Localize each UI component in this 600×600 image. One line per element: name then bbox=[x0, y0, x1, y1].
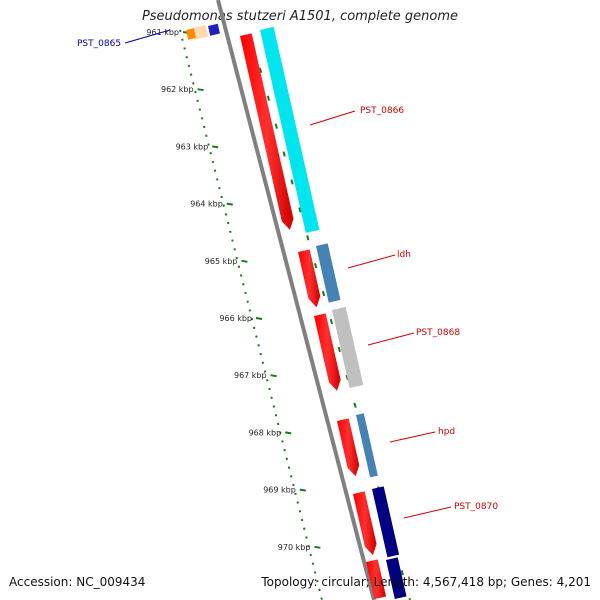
tick-mark bbox=[285, 431, 292, 435]
tick-label: 968 kbp bbox=[249, 428, 282, 437]
gene-label[interactable]: PST_0866 bbox=[360, 106, 404, 116]
gene-label-leader bbox=[124, 29, 171, 44]
tick-mark bbox=[270, 374, 277, 378]
gene-layer bbox=[186, 23, 407, 600]
gene-pst0870-cds bbox=[353, 491, 377, 556]
tick-mark bbox=[241, 259, 248, 263]
gene-ldh-cds bbox=[298, 249, 321, 308]
gene-label-leader bbox=[389, 431, 436, 443]
tick-label: 969 kbp bbox=[263, 486, 296, 495]
gene-label[interactable]: PST_0868 bbox=[416, 328, 460, 338]
gene-ldh-band bbox=[316, 243, 341, 303]
gene-label[interactable]: hpd bbox=[438, 427, 455, 437]
gene-pst0868-band bbox=[332, 306, 364, 389]
tick-label: 966 kbp bbox=[219, 314, 252, 323]
tick-label: 963 kbp bbox=[176, 142, 209, 151]
gene-label[interactable]: PST_0865 bbox=[77, 39, 121, 49]
gene-label-leader bbox=[367, 332, 415, 346]
gene-pst0866-cds bbox=[240, 33, 294, 230]
gene-next-band bbox=[386, 557, 407, 600]
accession-text: Accession: NC_009434 bbox=[9, 575, 146, 589]
gene-pst0870-band bbox=[372, 486, 400, 558]
genome-summary-text: Topology: circular; Length: 4,567,418 bp… bbox=[261, 575, 591, 589]
gene-label[interactable]: ldh bbox=[397, 250, 411, 260]
tick-mark bbox=[226, 202, 233, 206]
tick-mark bbox=[299, 488, 306, 492]
gene-label-leader bbox=[309, 110, 356, 126]
gene-pst0868-cds bbox=[314, 313, 341, 391]
tick-label: 965 kbp bbox=[205, 257, 238, 266]
gene-label[interactable]: PST_0870 bbox=[454, 502, 498, 512]
tick-mark bbox=[255, 317, 263, 320]
gene-label-leader bbox=[347, 254, 396, 269]
gene-pst0865-blue-band bbox=[208, 23, 220, 36]
tick-label: 964 kbp bbox=[190, 200, 223, 209]
gene-pst0866-band bbox=[260, 26, 320, 233]
gene-hpd-cds bbox=[337, 418, 360, 477]
tick-label: 962 kbp bbox=[161, 85, 194, 94]
tick-label: 970 kbp bbox=[278, 543, 311, 552]
gene-pst0865-band bbox=[192, 24, 209, 40]
tick-mark bbox=[197, 88, 204, 92]
tick-label: 967 kbp bbox=[234, 371, 267, 380]
gene-next-cds bbox=[366, 559, 387, 600]
backbone-line bbox=[216, 0, 376, 600]
backbone-layer bbox=[179, 0, 411, 600]
outer-tick-marks bbox=[251, 39, 411, 600]
tick-mark bbox=[314, 545, 321, 549]
gene-hpd-band bbox=[356, 413, 378, 478]
tick-mark bbox=[212, 145, 219, 149]
gene-label-leader bbox=[403, 506, 452, 519]
gene-pst0865-cds bbox=[186, 28, 197, 40]
